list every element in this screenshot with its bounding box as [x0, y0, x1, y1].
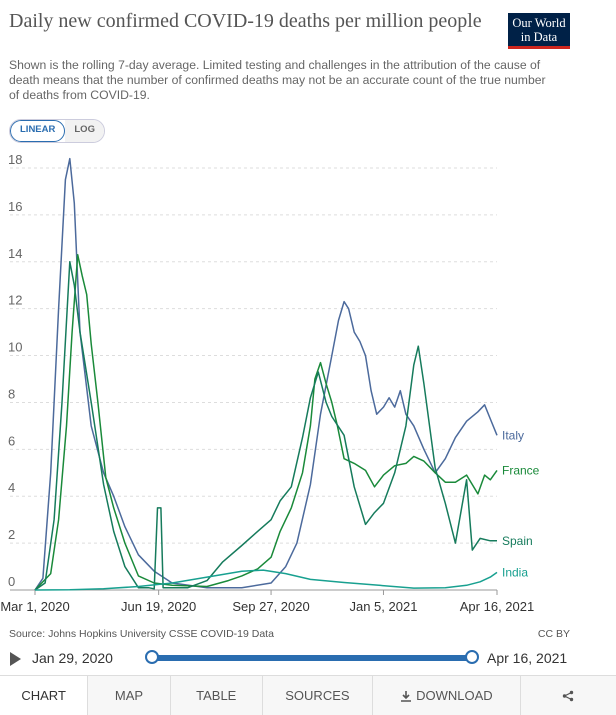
y-tick-label: 8 — [8, 386, 15, 401]
logo-line-2: in Data — [520, 30, 558, 44]
x-tick-label: Apr 16, 2021 — [460, 599, 534, 614]
scale-toggle: LINEAR LOG — [9, 119, 105, 143]
tab-map-label: MAP — [114, 688, 144, 703]
tab-table-label: TABLE — [196, 688, 237, 703]
license-label[interactable]: CC BY — [537, 628, 570, 640]
timeline-end-handle[interactable] — [465, 650, 479, 664]
tab-map[interactable]: MAP — [88, 676, 171, 715]
chart-subtitle: Shown is the rolling 7-day average. Limi… — [9, 58, 546, 102]
timeline-start-handle[interactable] — [145, 650, 159, 664]
y-tick-label: 10 — [8, 340, 22, 355]
tab-download-label: DOWNLOAD — [416, 688, 493, 703]
y-tick-label: 12 — [8, 293, 22, 308]
tab-download[interactable]: DOWNLOAD — [372, 676, 521, 715]
y-tick-label: 6 — [8, 433, 15, 448]
chart-title: Daily new confirmed COVID-19 deaths per … — [9, 10, 482, 32]
series-label-india: India — [502, 565, 528, 579]
timeline-track[interactable] — [152, 655, 472, 661]
timeline: Jan 29, 2020 Apr 16, 2021 — [0, 647, 616, 671]
tab-chart-label: CHART — [21, 688, 66, 703]
logo-line-1: Our World — [512, 16, 566, 30]
y-tick-label: 2 — [8, 527, 15, 542]
log-scale-button[interactable]: LOG — [65, 120, 104, 142]
tab-chart[interactable]: CHART — [0, 676, 89, 715]
timeline-start-label: Jan 29, 2020 — [32, 650, 113, 666]
y-tick-label: 0 — [8, 574, 15, 589]
x-tick-label: Mar 1, 2020 — [0, 599, 69, 614]
tab-sources[interactable]: SOURCES — [262, 676, 373, 715]
play-icon[interactable] — [10, 652, 21, 666]
timeline-end-label: Apr 16, 2021 — [487, 650, 568, 666]
series-label-spain: Spain — [502, 534, 533, 548]
tab-table[interactable]: TABLE — [170, 676, 263, 715]
series-label-france: France — [502, 463, 540, 477]
line-chart: 0 2 4 6 8 10 12 14 16 18 Mar 1, 2020 Jun 19, 2020 Se… — [0, 152, 540, 614]
y-tick-label: 18 — [8, 152, 22, 167]
share-icon — [563, 690, 574, 701]
x-tick-label: Sep 27, 2020 — [232, 599, 309, 614]
series-line-italy — [34, 157, 498, 591]
series-line-spain — [34, 261, 497, 591]
tab-sources-label: SOURCES — [285, 688, 350, 703]
owid-logo[interactable]: Our World in Data — [508, 13, 570, 49]
y-tick-label: 16 — [8, 199, 22, 214]
y-tick-label: 4 — [8, 480, 15, 495]
tab-bar: CHART MAP TABLE SOURCES DOWNLOAD — [0, 675, 616, 715]
x-tick-label: Jun 19, 2020 — [121, 599, 196, 614]
series-label-italy: Italy — [502, 428, 524, 442]
linear-scale-button[interactable]: LINEAR — [10, 120, 66, 142]
tab-share[interactable] — [520, 676, 616, 715]
series-line-france — [34, 253, 498, 591]
x-tick-label: Jan 5, 2021 — [349, 599, 417, 614]
series-line-india — [34, 569, 498, 591]
download-icon — [401, 690, 412, 702]
y-tick-label: 14 — [8, 246, 22, 261]
source-note[interactable]: Source: Johns Hopkins University CSSE CO… — [9, 628, 274, 640]
